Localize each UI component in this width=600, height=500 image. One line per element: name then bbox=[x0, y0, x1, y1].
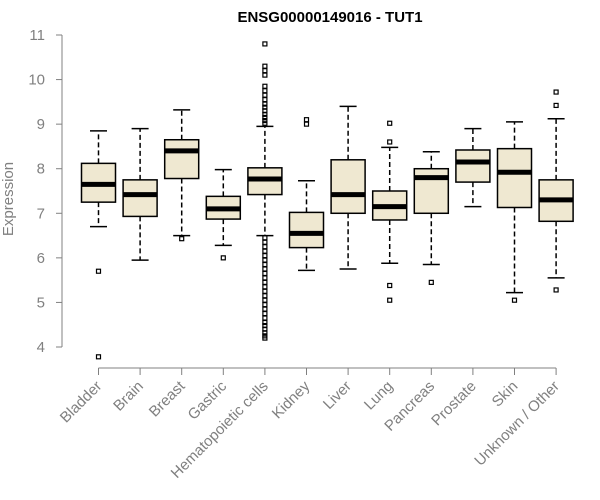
outlier-point bbox=[262, 97, 268, 103]
box-group bbox=[496, 121, 533, 303]
outlier-point bbox=[303, 117, 310, 123]
y-axis-title: Expression bbox=[0, 162, 17, 236]
x-tick-label: Liver bbox=[320, 378, 355, 413]
outlier-point bbox=[262, 63, 268, 69]
x-tick-label: Bladder bbox=[57, 378, 106, 427]
outlier-point bbox=[262, 68, 268, 74]
y-tick-label: 10 bbox=[28, 72, 45, 89]
outlier-point bbox=[262, 72, 268, 78]
x-tick-label: Kidney bbox=[269, 377, 314, 422]
outlier-point bbox=[262, 244, 268, 250]
outlier-point bbox=[387, 120, 393, 126]
outlier-point bbox=[262, 101, 268, 107]
outlier-point bbox=[262, 239, 268, 245]
outlier-point bbox=[262, 253, 268, 259]
outlier-point bbox=[511, 297, 518, 303]
outlier-point bbox=[262, 114, 268, 121]
outlier-point bbox=[262, 261, 268, 268]
outlier-point bbox=[262, 306, 268, 312]
outlier-point bbox=[262, 335, 268, 341]
outlier-point bbox=[262, 111, 268, 117]
boxes-group bbox=[80, 41, 574, 360]
box-rect bbox=[163, 138, 200, 180]
box-group bbox=[122, 127, 158, 261]
box-group bbox=[205, 168, 242, 261]
box-group bbox=[163, 109, 200, 242]
outlier-point bbox=[262, 288, 268, 294]
y-tick-label: 7 bbox=[37, 205, 45, 222]
box-group bbox=[330, 105, 366, 270]
box-rect bbox=[288, 211, 325, 249]
outlier-point bbox=[262, 297, 268, 303]
outlier-point bbox=[262, 315, 268, 321]
outlier-point bbox=[553, 102, 559, 109]
outlier-point bbox=[262, 275, 268, 281]
outlier-point bbox=[262, 330, 268, 336]
outlier-point bbox=[262, 279, 268, 285]
outlier-point bbox=[262, 117, 268, 124]
y-tick-label: 5 bbox=[37, 294, 45, 311]
outlier-point bbox=[262, 270, 268, 277]
outlier-point bbox=[553, 287, 559, 293]
box-rect bbox=[330, 159, 366, 215]
outlier-point bbox=[179, 236, 185, 242]
outlier-point bbox=[262, 319, 268, 326]
box-group bbox=[80, 130, 117, 360]
x-tick-label: Lung bbox=[361, 378, 397, 414]
y-axis: 4 5 6 7 8 9 10 11 bbox=[28, 27, 63, 356]
outlier-point bbox=[262, 41, 268, 47]
x-tick-label: Prostate bbox=[428, 378, 480, 430]
y-tick-label: 11 bbox=[29, 27, 45, 44]
x-tick-label: Breast bbox=[146, 377, 189, 420]
box-group bbox=[538, 89, 574, 293]
outlier-point bbox=[262, 248, 268, 254]
outlier-point bbox=[303, 121, 310, 127]
outlier-point bbox=[262, 284, 268, 290]
outlier-point bbox=[387, 282, 393, 289]
box-group bbox=[413, 151, 450, 285]
outlier-point bbox=[262, 293, 268, 299]
outlier-point bbox=[262, 83, 268, 89]
box-rect bbox=[455, 149, 491, 183]
outlier-point bbox=[387, 297, 393, 303]
box-group bbox=[371, 120, 408, 303]
outlier-point bbox=[262, 235, 268, 241]
outlier-point bbox=[220, 255, 226, 261]
box-rect bbox=[496, 147, 533, 209]
y-tick-label: 4 bbox=[37, 339, 45, 356]
outlier-point bbox=[387, 139, 393, 145]
outlier-point bbox=[262, 88, 268, 94]
box-group bbox=[288, 117, 325, 272]
outlier-point bbox=[95, 268, 102, 274]
outlier-point bbox=[262, 266, 268, 272]
y-tick-label: 8 bbox=[37, 161, 45, 178]
y-tick-label: 9 bbox=[37, 116, 45, 133]
x-tick-label: Skin bbox=[489, 378, 522, 411]
chart-title: ENSG00000149016 - TUT1 bbox=[237, 9, 422, 26]
x-tick-label: Brain bbox=[110, 378, 147, 415]
outlier-point bbox=[262, 257, 268, 263]
outlier-point bbox=[428, 279, 434, 285]
outlier-point bbox=[262, 120, 268, 126]
outlier-point bbox=[553, 89, 559, 95]
outlier-point bbox=[262, 310, 268, 317]
outlier-point bbox=[262, 302, 268, 308]
box-group bbox=[247, 41, 283, 341]
outlier-point bbox=[262, 92, 268, 98]
box-rect bbox=[122, 179, 158, 218]
y-tick-label: 6 bbox=[37, 250, 45, 267]
outlier-point bbox=[95, 354, 102, 360]
box-group bbox=[455, 127, 491, 208]
